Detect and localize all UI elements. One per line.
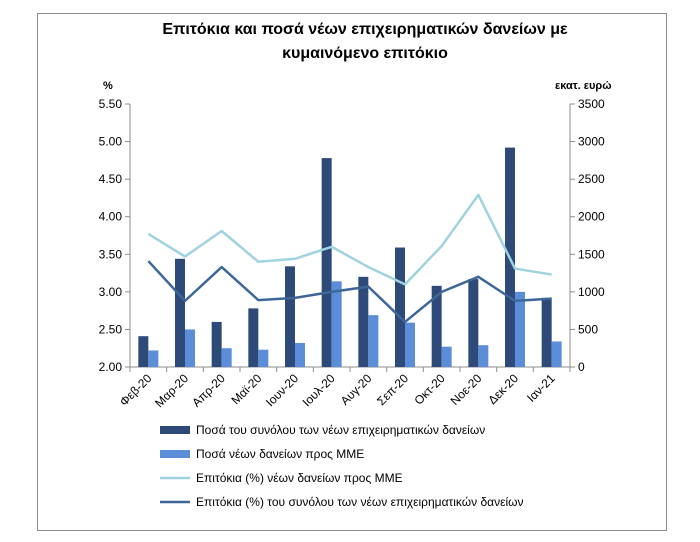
bar	[321, 158, 332, 367]
legend-label: Επιτόκια (%) νέων δανείων προς ΜΜΕ	[196, 471, 403, 485]
bar	[468, 279, 479, 367]
bar	[515, 291, 525, 367]
chart-frame	[37, 13, 667, 531]
bar	[441, 346, 452, 367]
x-tick-label: Μαρ-20	[152, 371, 191, 410]
bar	[285, 266, 295, 367]
y-left-tick-label: 4.00	[99, 210, 123, 224]
legend-swatch	[160, 450, 190, 458]
legend-label: Ποσά του συνόλου των νέων επιχειρηματικώ…	[196, 423, 485, 437]
chart-title-line-1: Επιτόκια και ποσά νέων επιχειρηματικών δ…	[162, 21, 568, 38]
bar	[478, 345, 489, 367]
y-right-unit-label: εκατ. ευρώ	[555, 80, 612, 92]
x-tick-label: Φεβ-20	[117, 371, 155, 409]
bar	[185, 329, 195, 367]
y-left-tick-label: 3.50	[99, 247, 123, 261]
y-left-tick-label: 2.00	[99, 360, 123, 374]
y-right-tick-label: 2000	[578, 210, 605, 224]
series-line	[147, 260, 552, 324]
x-tick-label: Ιουλ-20	[300, 371, 338, 409]
bar	[431, 285, 442, 367]
y-right-tick-label: 500	[578, 322, 598, 336]
y-right-tick-label: 3500	[578, 97, 605, 111]
bar	[175, 258, 185, 367]
bar	[258, 349, 269, 367]
x-tick-label: Ιουν-20	[263, 371, 301, 409]
legend-label: Ποσά νέων δανείων προς ΜΜΕ	[196, 447, 364, 461]
legend-swatch	[160, 426, 190, 434]
bar	[211, 321, 222, 367]
chart-title-line-2: κυμαινόμενο επιτόκιο	[282, 45, 448, 62]
bar	[405, 322, 415, 367]
bar	[221, 348, 232, 367]
legend-label: Επιτόκια (%) του συνόλου των νέων επιχει…	[196, 495, 524, 509]
y-left-tick-label: 4.50	[99, 172, 123, 186]
y-right-tick-label: 1000	[578, 285, 605, 299]
bar	[331, 281, 342, 367]
y-right-tick-label: 2500	[578, 172, 605, 186]
bar	[551, 341, 562, 367]
bar	[248, 308, 259, 367]
x-tick-label: Ιαν-21	[524, 371, 558, 405]
y-left-tick-label: 3.00	[99, 285, 123, 299]
x-tick-label: Μαϊ-20	[228, 371, 264, 407]
legend: Ποσά του συνόλου των νέων επιχειρηματικώ…	[160, 423, 524, 509]
x-tick-label: Απρ-20	[189, 371, 228, 410]
x-tick-label: Δεκ-20	[485, 371, 521, 407]
plot-area: 2.00 2.50 3.00 3.50 4.00 4.50 5.00 5.50 0 500 1000…	[99, 97, 605, 410]
bar	[358, 276, 369, 367]
bar	[148, 350, 159, 367]
bar	[295, 342, 305, 367]
y-right-tick-label: 1500	[578, 247, 605, 261]
x-tick-label: Νοε-20	[448, 371, 485, 408]
y-left-tick-label: 5.50	[99, 97, 123, 111]
series-line	[147, 193, 552, 286]
x-tick-label: Σεπ-20	[374, 371, 411, 408]
bar	[368, 315, 379, 367]
y-left-tick-label: 5.00	[99, 135, 123, 149]
y-left-unit-label: %	[103, 80, 113, 92]
y-right-tick-label: 3000	[578, 135, 605, 149]
y-left-tick-label: 2.50	[99, 322, 123, 336]
x-tick-label: Οκτ-20	[411, 371, 448, 408]
y-right-tick-label: 0	[578, 360, 585, 374]
bar	[395, 247, 405, 367]
x-tick-label: Αυγ-20	[338, 371, 375, 408]
bar	[138, 336, 149, 367]
bar	[541, 297, 552, 367]
